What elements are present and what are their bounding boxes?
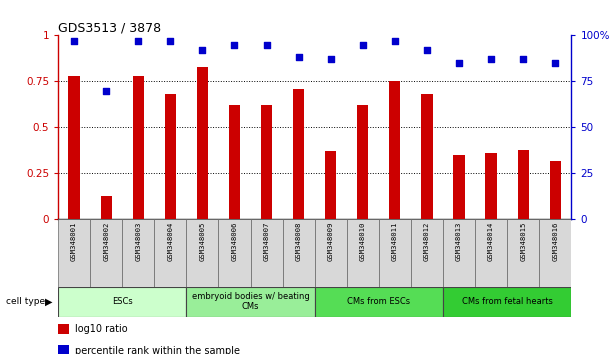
Bar [186,287,315,317]
Text: GSM348008: GSM348008 [296,222,302,261]
Text: ESCs: ESCs [112,297,133,306]
Bar [197,67,208,219]
Text: CMs from fetal hearts: CMs from fetal hearts [462,297,552,306]
Point [551,60,560,66]
Bar [550,161,561,219]
Bar [443,287,571,317]
Bar [389,81,400,219]
Text: GSM348012: GSM348012 [424,222,430,261]
Text: GSM348006: GSM348006 [232,222,238,261]
Bar [486,153,497,219]
Text: embryoid bodies w/ beating
CMs: embryoid bodies w/ beating CMs [192,292,309,312]
Bar [283,219,315,287]
Text: GSM348001: GSM348001 [71,222,77,261]
Text: GSM348009: GSM348009 [327,222,334,261]
Text: GSM348007: GSM348007 [263,222,269,261]
Bar [357,105,368,219]
Bar [122,219,155,287]
Bar [90,219,122,287]
Bar [293,89,304,219]
Text: percentile rank within the sample: percentile rank within the sample [75,346,240,354]
Bar [68,76,79,219]
Bar [186,219,219,287]
Bar [518,149,529,219]
Bar [58,345,69,354]
Bar [58,324,69,335]
Bar [58,287,186,317]
Text: GSM348013: GSM348013 [456,222,462,261]
Bar [475,219,507,287]
Bar [101,195,112,219]
Bar [315,219,347,287]
Bar [453,155,464,219]
Bar [379,219,411,287]
Text: cell type: cell type [6,297,45,306]
Bar [165,94,176,219]
Bar [251,219,283,287]
Text: GSM348003: GSM348003 [135,222,141,261]
Bar [422,94,433,219]
Text: GSM348011: GSM348011 [392,222,398,261]
Text: ▶: ▶ [45,297,52,307]
Text: GSM348004: GSM348004 [167,222,174,261]
Point [166,38,175,44]
Text: CMs from ESCs: CMs from ESCs [347,297,411,306]
Bar [443,219,475,287]
Bar [325,152,336,219]
Bar [155,219,186,287]
Point [197,47,207,53]
Bar [347,219,379,287]
Text: GSM348016: GSM348016 [552,222,558,261]
Text: GDS3513 / 3878: GDS3513 / 3878 [58,21,161,34]
Text: GSM348010: GSM348010 [360,222,366,261]
Point [454,60,464,66]
Point [101,88,111,93]
Point [230,42,240,47]
Point [69,38,79,44]
Bar [58,219,90,287]
Point [390,38,400,44]
Bar [219,219,251,287]
Text: GSM348005: GSM348005 [199,222,205,261]
Point [262,42,271,47]
Bar [261,105,272,219]
Text: GSM348014: GSM348014 [488,222,494,261]
Point [486,57,496,62]
Point [133,38,143,44]
Bar [540,219,571,287]
Point [518,57,528,62]
Point [294,55,304,60]
Point [358,42,368,47]
Bar [411,219,443,287]
Text: log10 ratio: log10 ratio [75,324,128,334]
Text: GSM348015: GSM348015 [520,222,526,261]
Point [422,47,432,53]
Text: GSM348002: GSM348002 [103,222,109,261]
Bar [315,287,443,317]
Point [326,57,335,62]
Bar [229,105,240,219]
Bar [507,219,540,287]
Bar [133,76,144,219]
